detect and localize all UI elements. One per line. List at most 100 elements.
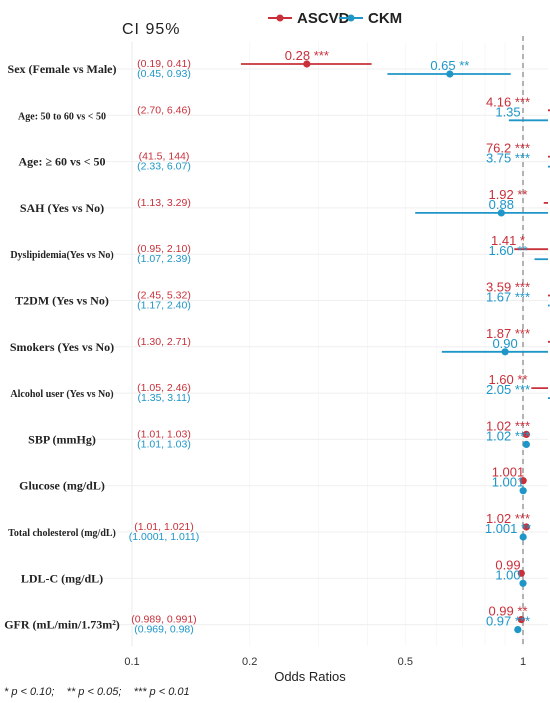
ckm-value-label: 3.75 ***: [486, 151, 530, 166]
ascvd-point: [519, 477, 527, 485]
ckm-value-label: 1.60 **: [488, 243, 527, 258]
ckm-value-label: 0.90: [492, 336, 517, 351]
row-label: Total cholesterol (mg/dL): [8, 528, 116, 539]
significance-footnote: * p < 0.10; ** p < 0.05; *** p < 0.01: [4, 686, 190, 698]
ckm-point: [519, 487, 527, 495]
legend-ckm-marker: [347, 14, 355, 22]
ascvd-ci-text: (2.45, 5.32): [137, 290, 191, 302]
ascvd-value-label: 1.001: [492, 465, 525, 480]
ckm-point: [446, 70, 454, 78]
ascvd-value-label: 3.59 ***: [486, 280, 530, 295]
ckm-ci-text: (0.45, 0.93): [137, 68, 191, 80]
ascvd-point: [517, 616, 525, 624]
ascvd-value-label: 1.41 *: [491, 233, 525, 248]
ascvd-value-label: 1.02 ***: [486, 418, 530, 433]
ascvd-ci-text: (2.70, 6.46): [137, 104, 191, 116]
ckm-value-label: 1.35: [495, 104, 520, 119]
ascvd-ci-text: (0.989, 0.991): [131, 614, 196, 626]
ckm-value-label: 1.02 ***: [486, 428, 530, 443]
ascvd-value-label: 0.99: [495, 557, 520, 572]
ckm-value-label: 1.00: [495, 567, 520, 582]
ascvd-ci-text: (0.95, 2.10): [137, 243, 191, 255]
ckm-value-label: 0.65 **: [430, 58, 469, 73]
ascvd-value-label: 1.87 ***: [486, 326, 530, 341]
forest-row: Dyslipidemia(Yes vs No) 1.41 * (0.95, 2.10…: [10, 233, 548, 265]
x-axis-ticks: 0.10.20.512510: [124, 656, 526, 668]
row-label: LDL-C (mg/dL): [21, 571, 103, 585]
ci-header: CI 95%: [122, 21, 180, 38]
ascvd-ci-text: (1.01, 1.021): [134, 521, 194, 533]
forest-row: SBP (mmHg) 1.02 *** (1.01, 1.03) 1.02 *** (1…: [28, 418, 530, 450]
ckm-point: [501, 348, 509, 356]
ascvd-ci-text: (1.05, 2.46): [137, 382, 191, 394]
row-label: SAH (Yes vs No): [20, 201, 104, 215]
row-label: GFR (mL/min/1.73m²): [4, 618, 120, 632]
legend-ascvd-marker: [276, 14, 284, 22]
row-label: Alcohol user (Yes vs No): [10, 389, 113, 400]
ascvd-value-label: 0.28 ***: [285, 48, 329, 63]
forest-row: T2DM (Yes vs No) 3.59 *** (2.45, 5.32) 1.67…: [15, 280, 550, 312]
ckm-ci-text: (1.01, 1.03): [137, 438, 191, 450]
x-tick-label: 1: [520, 656, 526, 668]
x-axis-label: Odds Ratios: [274, 669, 346, 684]
forest-row: Smokers (Yes vs No) 1.87 *** (1.30, 2.71) 0…: [10, 326, 550, 356]
forest-row: LDL-C (mg/dL) 0.991.00: [21, 557, 527, 587]
ckm-value-label: 1.67 ***: [486, 290, 530, 305]
row-label: Age: ≥ 60 vs < 50: [18, 155, 105, 169]
ckm-value-label: 1.001: [492, 475, 525, 490]
ascvd-ci-text: (0.19, 0.41): [137, 58, 191, 70]
x-tick-label: 0.5: [398, 656, 413, 668]
ascvd-value-label: 4.16 ***: [486, 94, 530, 109]
ckm-ci-text: (0.969, 0.98): [134, 624, 194, 636]
ascvd-value-label: 76.2 ***: [486, 141, 530, 156]
x-tick-label: 0.1: [124, 656, 139, 668]
ckm-point: [514, 626, 522, 634]
forest-row: GFR (mL/min/1.73m²) 0.99 ** (0.989, 0.991)…: [4, 604, 530, 636]
ckm-value-label: 1.001 **: [485, 521, 531, 536]
ckm-point: [519, 579, 527, 587]
forest-row: SAH (Yes vs No) 1.92 ** (1.13, 3.29) 0.88: [20, 187, 548, 217]
x-tick-label: 0.2: [242, 656, 257, 668]
ckm-point: [519, 533, 527, 541]
forest-row: Age: ≥ 60 vs < 50 76.2 *** (41.5, 144) 3.75…: [18, 141, 550, 173]
row-label: SBP (mmHg): [28, 432, 96, 446]
row-label: Sex (Female vs Male): [8, 62, 117, 76]
ckm-ci-text: (1.07, 2.39): [137, 253, 191, 265]
ckm-ci-text: (1.0001, 1.011): [129, 531, 199, 543]
row-label: Age: 50 to 60 vs < 50: [18, 111, 106, 122]
ascvd-value-label: 1.02 ***: [486, 511, 530, 526]
ascvd-ci-text: (41.5, 144): [139, 151, 190, 163]
ascvd-value-label: 1.92 **: [488, 187, 527, 202]
row-label: Dyslipidemia(Yes vs No): [10, 250, 113, 261]
row-label: T2DM (Yes vs No): [15, 294, 109, 308]
ckm-ci-text: (1.35, 3.11): [138, 392, 191, 404]
legend-ckm-label: CKM: [368, 10, 402, 27]
row-label: Smokers (Yes vs No): [10, 340, 114, 354]
forest-row: Alcohol user (Yes vs No) 1.60 ** (1.05, 2.…: [10, 372, 550, 404]
ckm-value-label: 0.97 ***: [486, 614, 530, 629]
ckm-value-label: 2.05 ***: [486, 382, 530, 397]
row-label: Glucose (mg/dL): [19, 479, 105, 493]
ckm-ci-text: (2.33, 6.07): [137, 161, 191, 173]
ckm-value-label: 0.88: [489, 197, 514, 212]
ckm-ci-text: (1.17, 2.40): [137, 300, 191, 312]
ascvd-ci-text: (1.30, 2.71): [137, 336, 191, 348]
ascvd-value-label: 1.60 **: [488, 372, 527, 387]
legend: ASCVD CKM: [268, 10, 402, 27]
forest-row: Total cholesterol (mg/dL) 1.02 *** (1.01, …: [8, 511, 531, 543]
ckm-point: [522, 440, 530, 448]
ascvd-ci-text: (1.13, 3.29): [137, 197, 191, 209]
ascvd-point: [522, 430, 530, 438]
forest-row: Sex (Female vs Male) 0.28 *** (0.19, 0.41)…: [8, 48, 511, 80]
ascvd-point: [522, 523, 530, 531]
forest-row: Age: 50 to 60 vs < 50 4.16 *** (2.70, 6.46…: [18, 94, 550, 122]
grid-lines: [94, 42, 548, 646]
ascvd-value-label: 0.99 **: [488, 604, 527, 619]
ckm-point: [497, 209, 505, 217]
ascvd-point: [517, 569, 525, 577]
ascvd-ci-text: (1.01, 1.03): [137, 428, 191, 440]
data-rows: Sex (Female vs Male) 0.28 *** (0.19, 0.41)…: [4, 48, 550, 636]
legend-ascvd-label: ASCVD: [297, 10, 350, 27]
